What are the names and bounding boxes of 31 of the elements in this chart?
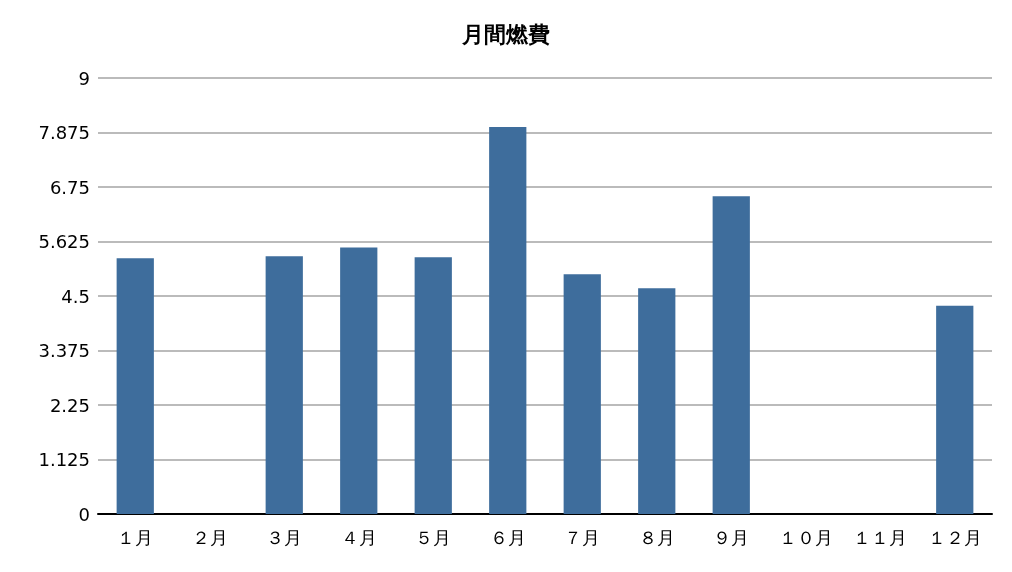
- x-tick-label: ３月: [266, 526, 303, 548]
- y-tick-label: 5.625: [38, 231, 90, 252]
- bar: [340, 247, 378, 514]
- y-tick-label: 3.375: [38, 340, 90, 361]
- x-tick-label: １１月: [853, 526, 908, 548]
- y-tick-label: 6.75: [49, 176, 90, 198]
- x-tick-label: ２月: [191, 526, 228, 548]
- x-tick-label: ４月: [340, 526, 377, 548]
- y-tick-label: 1.125: [38, 449, 90, 470]
- bar: [936, 305, 974, 514]
- x-tick-label: １月: [117, 526, 154, 548]
- x-tick-label: １２月: [927, 526, 982, 548]
- y-tick-label: 2.25: [49, 394, 90, 416]
- bar: [489, 126, 527, 514]
- x-tick-label: ５月: [415, 526, 452, 548]
- y-tick-label: 4.5: [61, 285, 90, 307]
- bar: [563, 274, 601, 514]
- y-tick-label: 7.875: [38, 122, 90, 143]
- y-tick-label: 0: [78, 503, 90, 525]
- y-tick-label: 9: [78, 67, 90, 89]
- x-tick-label: ９月: [713, 526, 750, 548]
- bar: [116, 258, 154, 514]
- bar: [265, 256, 303, 514]
- chart-title: 月間燃費: [461, 21, 550, 47]
- x-tick-label: ８月: [638, 526, 675, 548]
- bar: [414, 257, 452, 514]
- bar: [712, 196, 750, 514]
- x-tick-label: ６月: [489, 526, 526, 548]
- x-tick-label: ７月: [564, 526, 601, 548]
- x-tick-label: １０月: [778, 526, 833, 548]
- bar: [638, 288, 676, 514]
